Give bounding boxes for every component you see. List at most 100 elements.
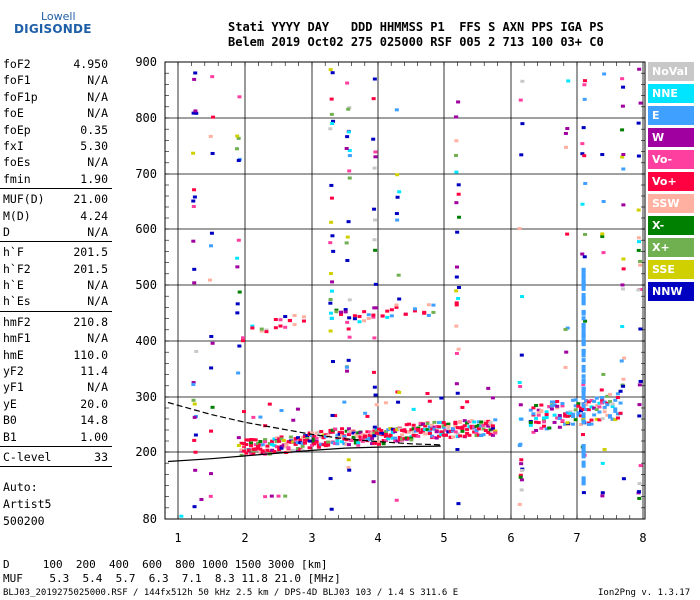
echo-mark [483, 429, 488, 433]
echo-mark [376, 440, 381, 444]
legend-item: NNW [648, 282, 694, 301]
echo-mark [413, 429, 418, 433]
echo-mark [393, 428, 398, 432]
echo-mark [360, 436, 365, 440]
param-row: D N/A [0, 224, 112, 240]
echo-mark [418, 430, 423, 434]
echo-mark [600, 401, 605, 405]
echo-mark [340, 431, 345, 435]
echo-mark [581, 329, 586, 334]
echo-mark [600, 396, 605, 400]
echo-mark [235, 134, 240, 138]
echo-mark [581, 382, 586, 386]
echo-mark [571, 422, 576, 426]
echo-mark [404, 436, 409, 440]
echo-mark [343, 310, 348, 314]
echo-mark [586, 422, 591, 426]
echo-mark [542, 424, 546, 428]
echo-mark [636, 288, 641, 292]
echo-mark [258, 451, 263, 455]
echo-mark [274, 440, 279, 444]
echo-mark [330, 441, 335, 445]
echo-mark [589, 418, 594, 422]
echo-mark [321, 436, 326, 440]
echo-mark [307, 431, 312, 435]
echo-mark [576, 413, 581, 417]
echo-mark [244, 438, 249, 442]
echo-mark [253, 447, 258, 451]
echo-mark [393, 439, 398, 443]
panel-separator [0, 466, 112, 468]
echo-mark [241, 442, 246, 446]
echo-mark [210, 341, 215, 345]
echo-mark [581, 339, 586, 344]
legend-item: Vo- [648, 150, 694, 169]
echo-mark [291, 448, 296, 452]
echo-mark [376, 442, 381, 446]
header-labels: Stati YYYY DAY DDD HHMMSS P1 FFS S AXN P… [228, 20, 604, 34]
echo-mark [563, 327, 568, 331]
echo-mark [620, 104, 625, 108]
echo-mark [193, 433, 198, 437]
echo-mark [286, 446, 291, 450]
echo-mark [476, 433, 481, 437]
echo-mark [412, 309, 417, 313]
echo-mark [328, 127, 333, 131]
param-value: 210.8 [73, 314, 108, 329]
echo-mark [258, 443, 263, 447]
echo-mark [374, 429, 379, 433]
echo-mark [371, 313, 376, 317]
legend-item: E [648, 106, 694, 125]
echo-mark [571, 398, 576, 402]
echo-mark [531, 406, 536, 410]
echo-mark [519, 353, 524, 357]
param-name: h`F2 [3, 261, 31, 276]
echo-mark [565, 326, 570, 330]
echo-mark [518, 473, 523, 477]
param-row: B1 1.00 [0, 429, 112, 445]
param-row: foE N/A [0, 105, 112, 121]
echo-mark [329, 507, 334, 511]
param-value: 201.5 [73, 245, 108, 260]
param-value: 4.24 [80, 208, 108, 223]
echo-mark [191, 199, 196, 203]
param-value: N/A [87, 380, 108, 395]
echo-mark [517, 380, 522, 384]
echo-mark [284, 443, 289, 447]
echo-mark [582, 154, 587, 158]
echo-mark [365, 438, 370, 442]
echo-mark [379, 428, 384, 432]
echo-mark [209, 334, 214, 338]
echo-mark [637, 403, 642, 407]
echo-mark [581, 270, 586, 275]
echo-mark [328, 301, 333, 305]
echo-mark [544, 427, 549, 431]
echo-mark [192, 195, 197, 199]
echo-mark [412, 307, 417, 311]
echo-mark [580, 142, 585, 146]
echo-mark [578, 414, 583, 418]
echo-mark [273, 326, 278, 330]
x-tick-label: 5 [440, 531, 447, 545]
echo-mark [326, 434, 331, 438]
echo-mark [583, 181, 588, 185]
profile-solid-line [167, 445, 441, 463]
echo-mark [191, 239, 196, 243]
echo-mark [467, 425, 472, 429]
echo-mark [385, 315, 390, 319]
echo-mark [395, 439, 400, 443]
echo-mark [244, 451, 249, 455]
param-value: 33 [94, 449, 108, 464]
param-name: D [3, 224, 10, 239]
echo-mark [608, 415, 612, 419]
echo-mark [534, 420, 539, 424]
panel-separator [0, 310, 112, 312]
echo-mark [549, 400, 554, 404]
echo-mark [582, 83, 587, 87]
echo-mark [357, 314, 362, 318]
echo-mark [519, 478, 524, 482]
echo-mark [372, 441, 377, 445]
echo-mark [367, 430, 372, 434]
echo-mark [305, 438, 310, 442]
param-name: M(D) [3, 208, 31, 223]
